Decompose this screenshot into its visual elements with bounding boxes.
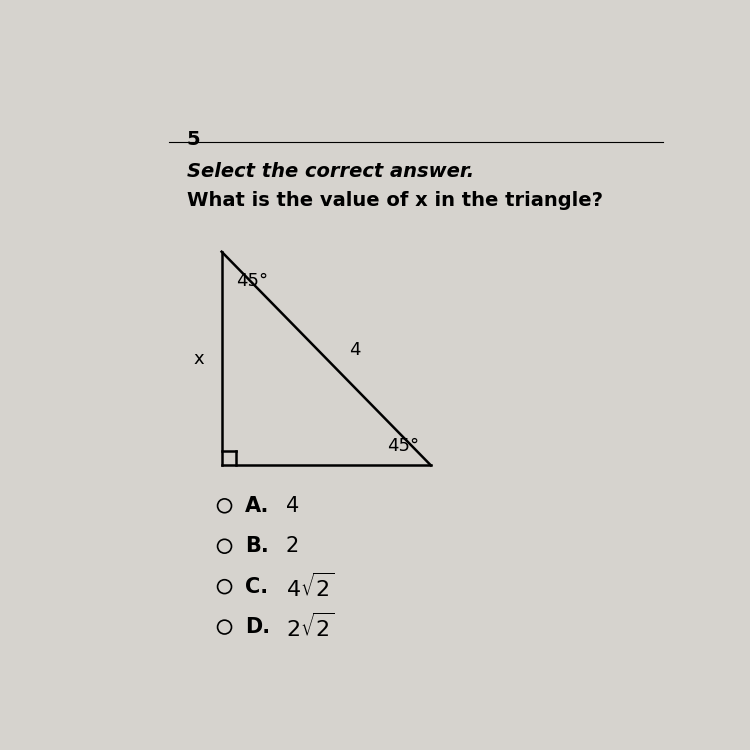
Text: $2\sqrt{2}$: $2\sqrt{2}$ xyxy=(286,613,334,641)
Text: 2: 2 xyxy=(286,536,298,556)
Text: 5: 5 xyxy=(187,130,200,149)
Text: B.: B. xyxy=(244,536,268,556)
Text: A.: A. xyxy=(244,496,269,516)
Text: D.: D. xyxy=(244,617,270,637)
Text: Select the correct answer.: Select the correct answer. xyxy=(187,162,474,182)
Text: C.: C. xyxy=(244,577,268,597)
Text: 4: 4 xyxy=(350,341,361,359)
Text: 45°: 45° xyxy=(387,437,419,455)
Text: What is the value of x in the triangle?: What is the value of x in the triangle? xyxy=(187,191,603,210)
Text: $4\sqrt{2}$: $4\sqrt{2}$ xyxy=(286,572,334,601)
Text: x: x xyxy=(194,350,204,368)
Text: 45°: 45° xyxy=(236,272,268,290)
Text: 4: 4 xyxy=(286,496,298,516)
